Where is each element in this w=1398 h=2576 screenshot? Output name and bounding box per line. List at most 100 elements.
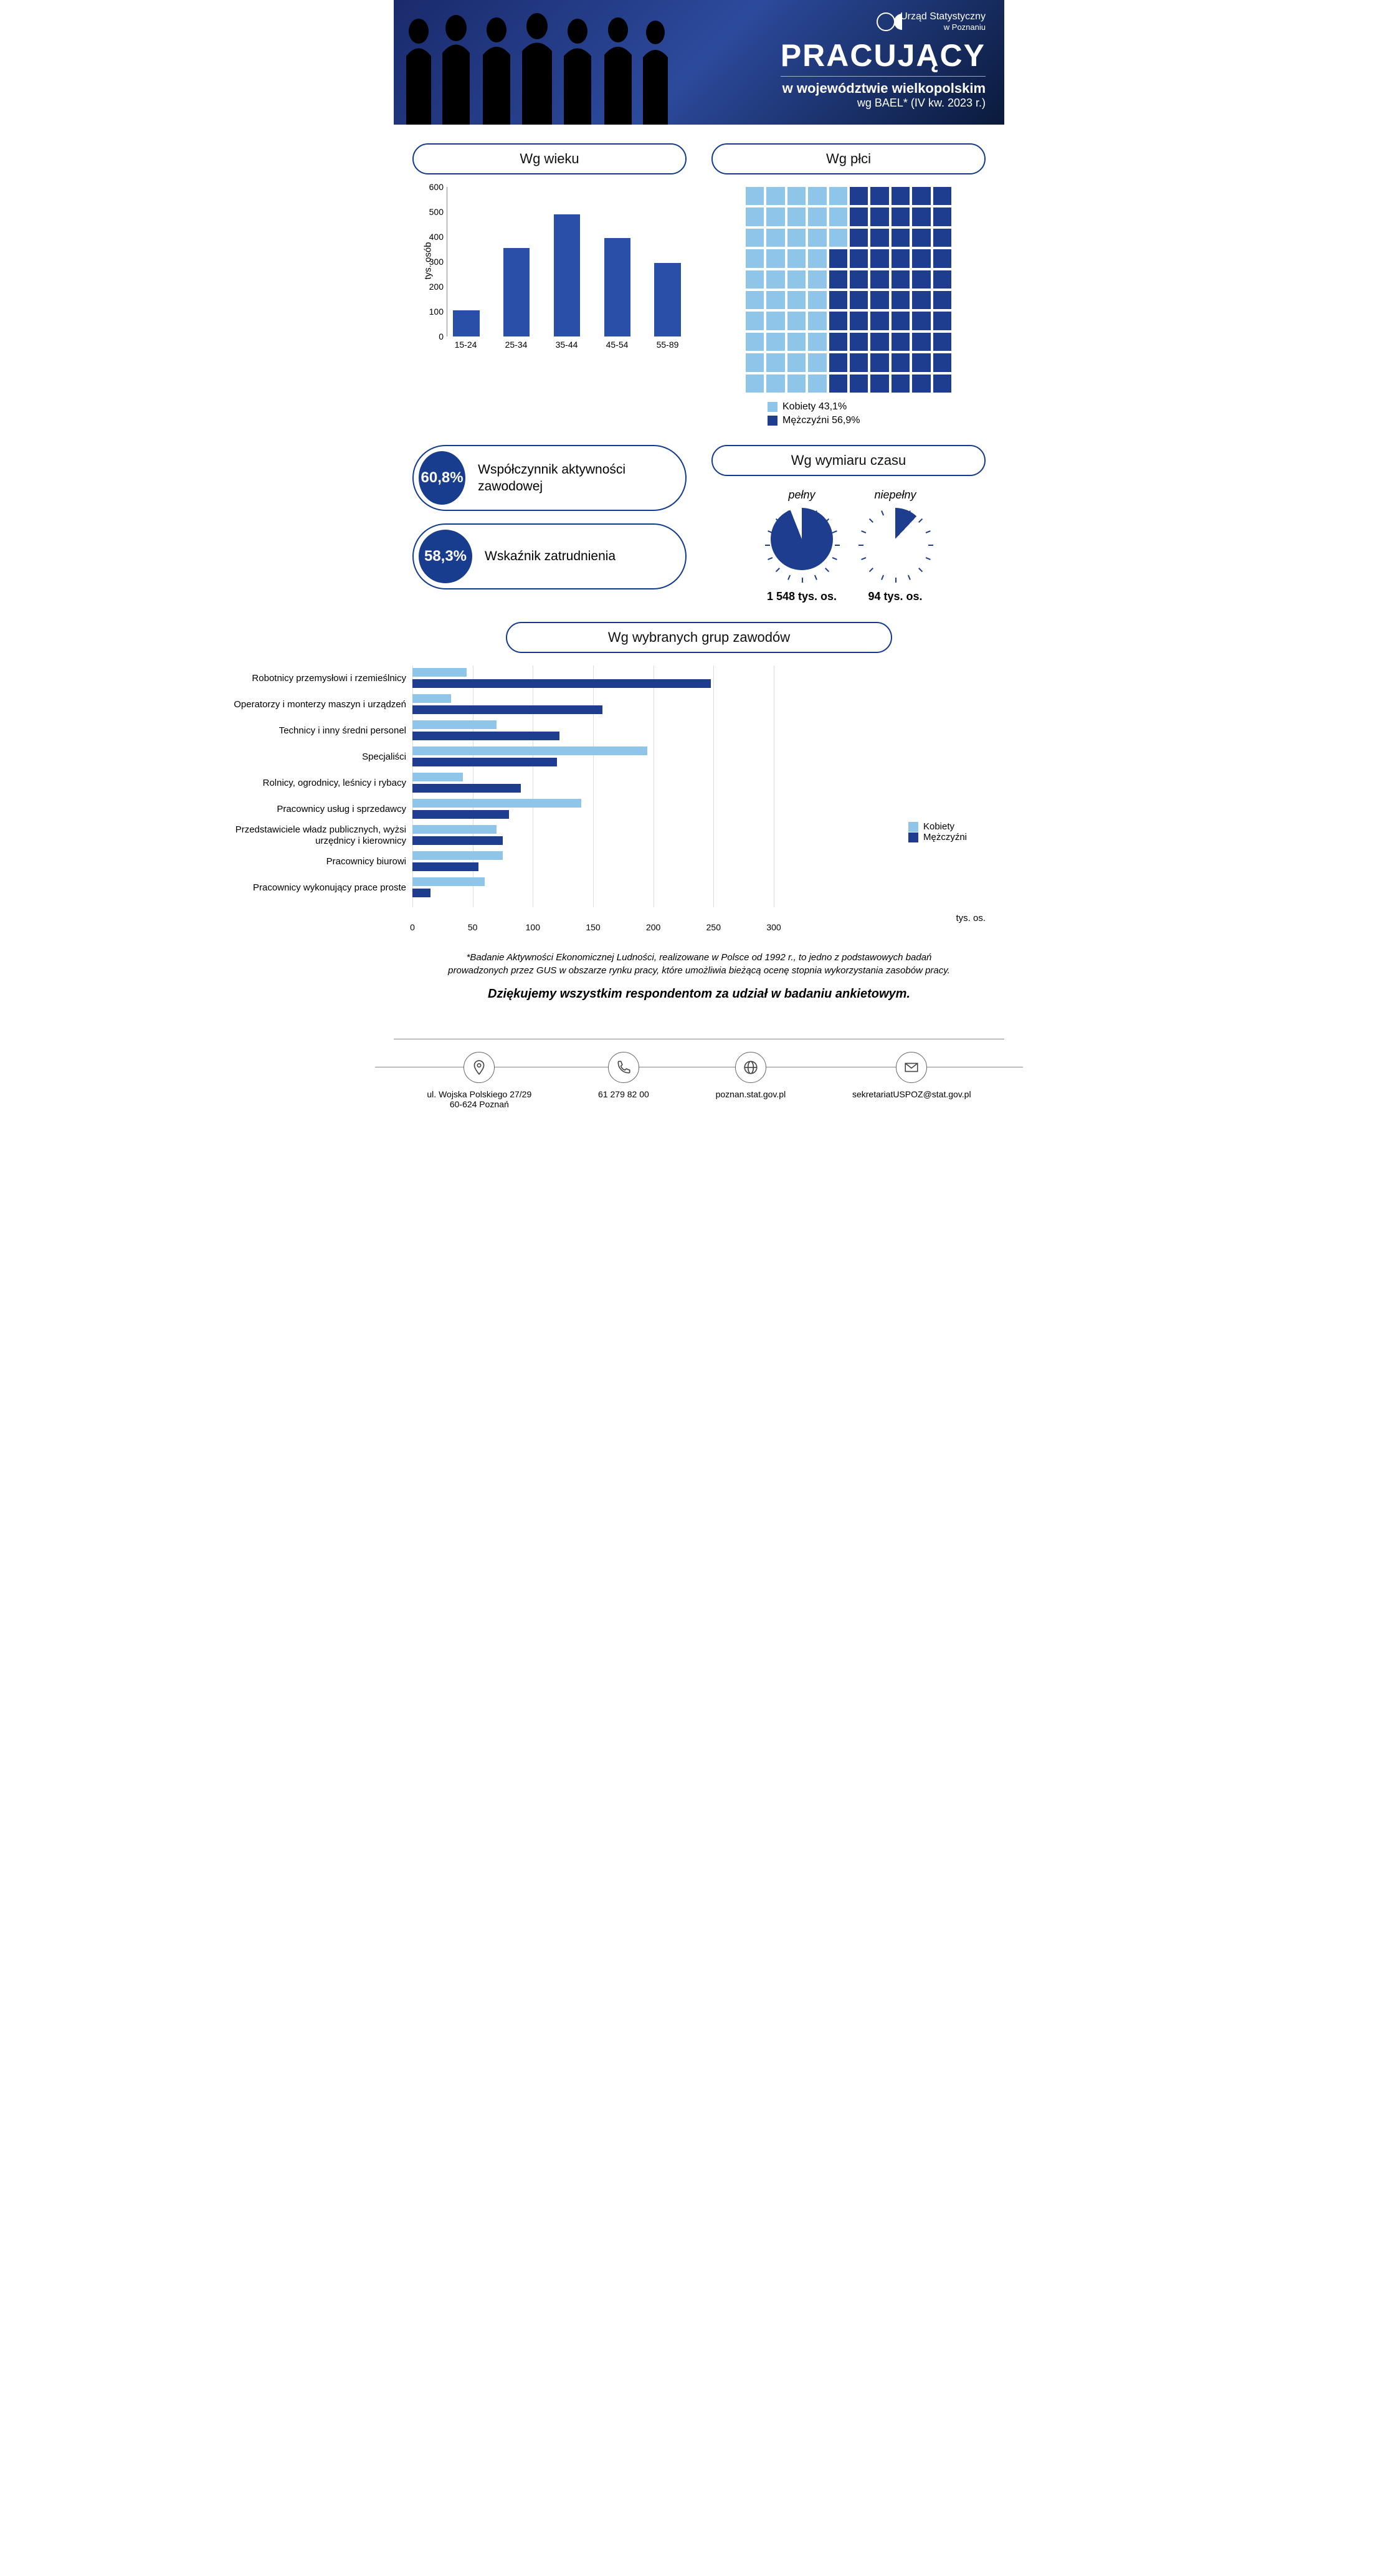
waffle-cell — [829, 229, 847, 247]
age-x-label: 45-54 — [598, 340, 636, 350]
phone-icon — [608, 1052, 639, 1083]
age-bar-chart: tys. osób 0100200300400500600 15-2425-34… — [412, 187, 687, 361]
occ-row: Pracownicy wykonujący prace proste — [412, 875, 986, 901]
waffle-cell — [850, 229, 868, 247]
waffle-cell — [850, 333, 868, 351]
occ-label: Pracownicy biurowi — [213, 856, 406, 867]
waffle-cell — [829, 312, 847, 330]
occ-bar-women — [412, 720, 497, 729]
waffle-cell — [933, 353, 951, 371]
header-title: PRACUJĄCY — [781, 37, 986, 74]
occ-bar-women — [412, 668, 467, 677]
waffle-cell — [933, 374, 951, 393]
waffle-cell — [808, 333, 826, 351]
pie-tick — [765, 545, 770, 546]
waffle-cell — [787, 208, 806, 226]
waffle-cell — [892, 187, 910, 205]
waffle-cell — [808, 353, 826, 371]
occ-bar-men — [412, 679, 711, 688]
waffle-cell — [892, 353, 910, 371]
occ-x-tick: 50 — [468, 922, 478, 932]
org-label: Urząd Statystyczny w Poznaniu — [877, 11, 986, 32]
occupation-hbar-chart: Kobiety Mężczyźni tys. os. Robotnicy prz… — [412, 665, 986, 907]
waffle-cell — [787, 229, 806, 247]
pie-tick — [858, 545, 863, 546]
globe-icon — [735, 1052, 766, 1083]
age-x-label: 15-24 — [447, 340, 485, 350]
waffle-cell — [870, 353, 888, 371]
waffle-cell — [850, 312, 868, 330]
location-icon — [464, 1052, 495, 1083]
waffle-cell — [870, 333, 888, 351]
waffle-cell — [933, 208, 951, 226]
part-time-label: niepełny — [858, 489, 933, 502]
waffle-cell — [933, 312, 951, 330]
address-line2: 60-624 Poznań — [427, 1099, 531, 1109]
pie-tick — [814, 575, 817, 580]
occ-x-tick: 150 — [586, 922, 600, 932]
address-line1: ul. Wojska Polskiego 27/29 — [427, 1089, 531, 1099]
pie-tick — [928, 545, 933, 546]
occ-bar-women — [412, 851, 503, 860]
waffle-cell — [766, 312, 784, 330]
age-y-tick: 0 — [439, 332, 444, 341]
waffle-cell — [808, 249, 826, 267]
waffle-cell — [746, 374, 764, 393]
waffle-cell — [746, 249, 764, 267]
waffle-cell — [933, 229, 951, 247]
waffle-cell — [892, 291, 910, 309]
waffle-cell — [892, 374, 910, 393]
time-pies: pełny 1 548 tys. os. niepełny 94 tys. os… — [711, 489, 986, 603]
gender-title: Wg płci — [711, 143, 986, 174]
occ-bar-women — [412, 825, 497, 834]
pie-tick — [835, 545, 840, 546]
occ-label: Technicy i inny średni personel — [213, 725, 406, 737]
footer-web: poznan.stat.gov.pl — [716, 1052, 786, 1109]
waffle-cell — [912, 229, 930, 247]
age-y-tick: 600 — [429, 182, 444, 192]
waffle-cell — [933, 249, 951, 267]
pie-tick — [926, 557, 931, 560]
pie-tick — [895, 578, 896, 583]
header-title-block: PRACUJĄCY w województwie wielkopolskim w… — [781, 37, 986, 110]
waffle-cell — [870, 312, 888, 330]
waffle-cell — [892, 270, 910, 289]
waffle-cell — [787, 312, 806, 330]
waffle-cell — [829, 187, 847, 205]
occ-bar-men — [412, 732, 559, 740]
occ-bar-men — [412, 705, 602, 714]
phone: 61 279 82 00 — [598, 1089, 649, 1099]
waffle-cell — [850, 291, 868, 309]
waffle-cell — [870, 187, 888, 205]
age-bar — [447, 187, 485, 336]
age-x-label: 25-34 — [497, 340, 535, 350]
email-icon — [896, 1052, 927, 1083]
waffle-cell — [829, 249, 847, 267]
waffle-cell — [787, 270, 806, 289]
waffle-cell — [912, 353, 930, 371]
waffle-cell — [870, 291, 888, 309]
web: poznan.stat.gov.pl — [716, 1089, 786, 1099]
pie-tick — [768, 557, 773, 560]
pie-tick — [802, 508, 803, 513]
occ-bar-men — [412, 889, 430, 897]
legend-men: Mężczyźni 56,9% — [782, 415, 860, 426]
waffle-cell — [933, 333, 951, 351]
pie-tick — [776, 568, 780, 572]
waffle-cell — [746, 291, 764, 309]
waffle-cell — [850, 249, 868, 267]
waffle-cell — [766, 333, 784, 351]
occ-bar-women — [412, 694, 451, 703]
waffle-cell — [912, 187, 930, 205]
waffle-cell — [912, 270, 930, 289]
waffle-cell — [870, 229, 888, 247]
age-y-tick: 200 — [429, 282, 444, 292]
age-x-label: 55-89 — [649, 340, 687, 350]
occ-row: Robotnicy przemysłowi i rzemieślnicy — [412, 665, 986, 692]
waffle-cell — [870, 249, 888, 267]
waffle-cell — [808, 187, 826, 205]
pie-tick — [918, 568, 923, 572]
waffle-cell — [829, 270, 847, 289]
waffle-cell — [912, 333, 930, 351]
waffle-cell — [829, 208, 847, 226]
